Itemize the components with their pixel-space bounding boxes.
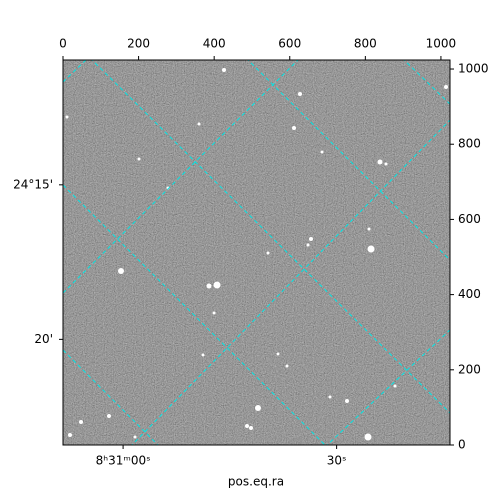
plot-frame [62, 59, 451, 446]
y-tick-label: 400 [458, 287, 481, 301]
sky-image [63, 60, 450, 445]
y-tick-label: 600 [458, 212, 481, 226]
stars [65, 68, 448, 441]
x-tick-label: 0 [59, 37, 67, 51]
y-tick-label: 200 [458, 362, 481, 376]
wcs-x-tick-label: 8ʰ31ᵐ00ˢ [96, 454, 151, 468]
wcs-y-tick-label: 24°15' [13, 177, 53, 191]
x-tick-label: 800 [354, 37, 377, 51]
x-tick-label: 400 [203, 37, 226, 51]
wcs-x-tick-label: 30ˢ [327, 454, 347, 468]
y-tick-label: 0 [458, 438, 466, 452]
x-tick-label: 1000 [426, 37, 457, 51]
x-tick-label: 600 [278, 37, 301, 51]
y-tick-label: 1000 [458, 62, 489, 76]
wcs-y-tick-label: 20' [34, 332, 53, 346]
y-tick-label: 800 [458, 137, 481, 151]
x-tick-label: 200 [127, 37, 150, 51]
coordinate-grid [63, 60, 450, 445]
x-axis-label: pos.eq.ra [228, 475, 284, 489]
